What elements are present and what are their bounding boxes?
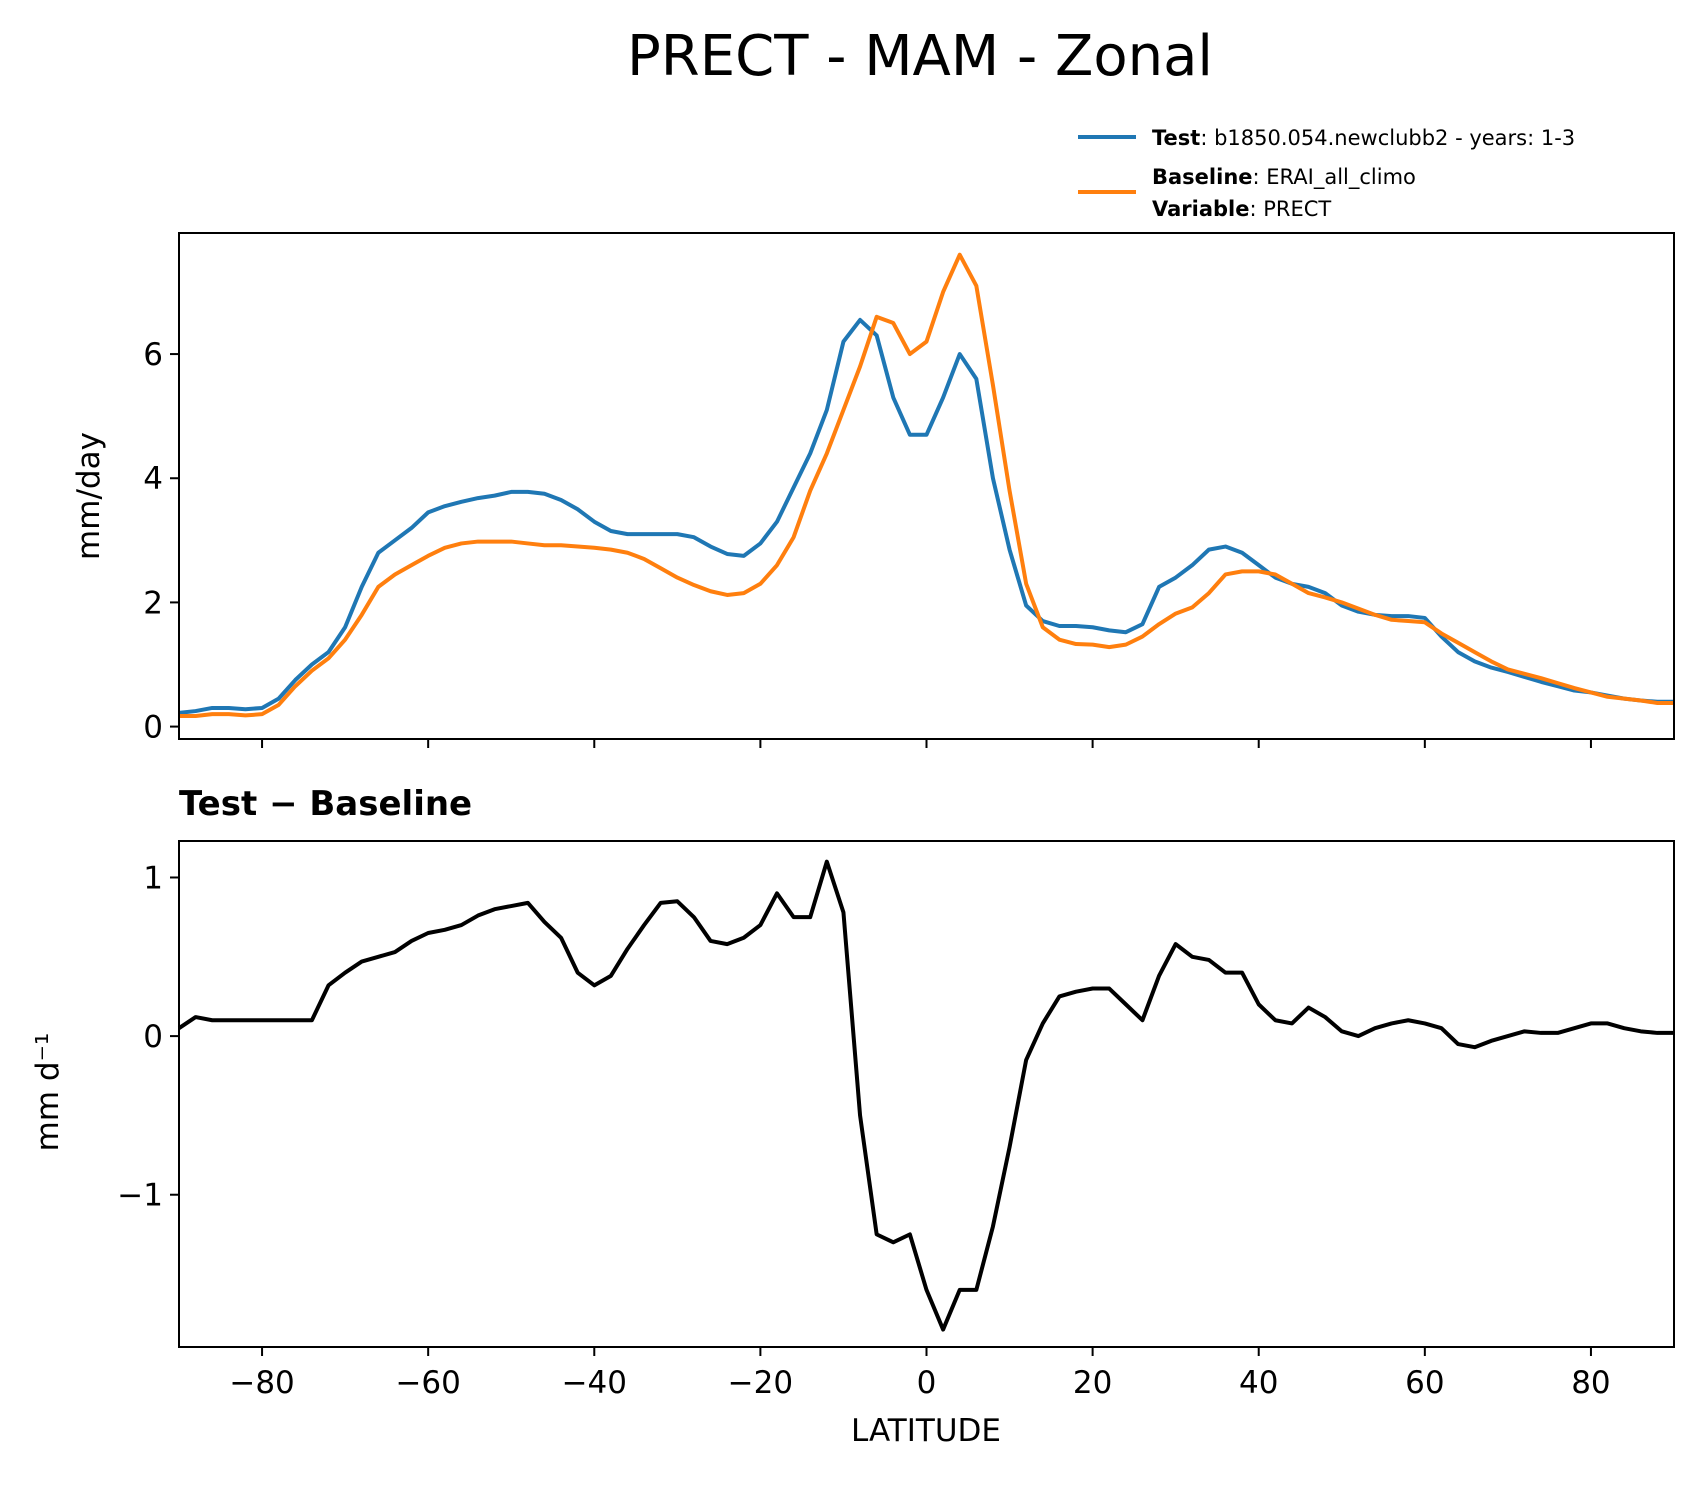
figure-title: PRECT - MAM - Zonal xyxy=(627,24,1213,89)
bottom-x-tick-label: −80 xyxy=(229,1365,294,1401)
legend-entry-test: Test: b1850.054.newclubb2 - years: 1-3 xyxy=(1152,126,1575,150)
top-y-tick-label: 4 xyxy=(143,461,163,497)
top-x-ticks xyxy=(261,739,1592,748)
bottom-y-tick-label: −1 xyxy=(117,1178,163,1214)
bottom-x-tick-label: 0 xyxy=(917,1365,937,1401)
top-y-axis-label: mm/day xyxy=(71,432,107,560)
top-y-tick-label: 0 xyxy=(143,710,163,746)
legend-baseline-text: : ERAI_all_climo xyxy=(1253,165,1416,190)
top-panel: mm/day 0 2 4 6 xyxy=(71,232,1675,748)
bottom-x-tick-label: −20 xyxy=(728,1365,793,1401)
legend: Test: b1850.054.newclubb2 - years: 1-3 B… xyxy=(1078,126,1575,221)
top-series-lines xyxy=(178,252,1674,719)
legend-test-bold: Test xyxy=(1152,126,1200,150)
top-y-ticks: 0 2 4 6 xyxy=(143,337,179,746)
bottom-y-tick-label: 0 xyxy=(143,1019,163,1055)
bottom-y-axis-label: mm d⁻¹ xyxy=(30,1033,66,1152)
legend-variable-text: : PRECT xyxy=(1249,197,1331,221)
bottom-x-tick-label: 80 xyxy=(1571,1365,1610,1401)
bottom-x-tick-label: −60 xyxy=(395,1365,460,1401)
legend-test-text: : b1850.054.newclubb2 - years: 1-3 xyxy=(1200,126,1575,150)
bottom-x-tick-label: −40 xyxy=(562,1365,627,1401)
bottom-y-ticks: −1 0 1 xyxy=(117,860,179,1214)
top-y-tick-label: 6 xyxy=(143,337,163,373)
series-line-test xyxy=(178,317,1674,715)
bottom-series-lines xyxy=(177,859,1674,1332)
bottom-x-tick-label: 60 xyxy=(1405,1365,1444,1401)
legend-variable-bold: Variable xyxy=(1152,197,1249,221)
x-axis-label: LATITUDE xyxy=(851,1413,1001,1449)
legend-entry-variable: Variable: PRECT xyxy=(1152,197,1331,221)
bottom-x-tick-label: 20 xyxy=(1073,1365,1112,1401)
top-y-tick-label: 2 xyxy=(143,585,163,621)
series-line-difference xyxy=(177,859,1674,1332)
bottom-x-tick-label: 40 xyxy=(1239,1365,1278,1401)
bottom-y-tick-label: 1 xyxy=(143,860,163,896)
bottom-panel: Test − Baseline mm d⁻¹ −1 0 1 −80 −60 −40 −20… xyxy=(30,784,1675,1449)
legend-entry-baseline: Baseline: ERAI_all_climo xyxy=(1152,165,1416,190)
bottom-panel-title: Test − Baseline xyxy=(179,784,472,824)
bottom-x-ticks: −80 −60 −40 −20 0 20 40 60 80 xyxy=(229,1347,1611,1401)
series-line-baseline xyxy=(179,252,1674,719)
bottom-axes-frame xyxy=(178,840,1675,1348)
top-axes-frame xyxy=(178,232,1675,740)
legend-baseline-bold: Baseline xyxy=(1152,165,1253,189)
